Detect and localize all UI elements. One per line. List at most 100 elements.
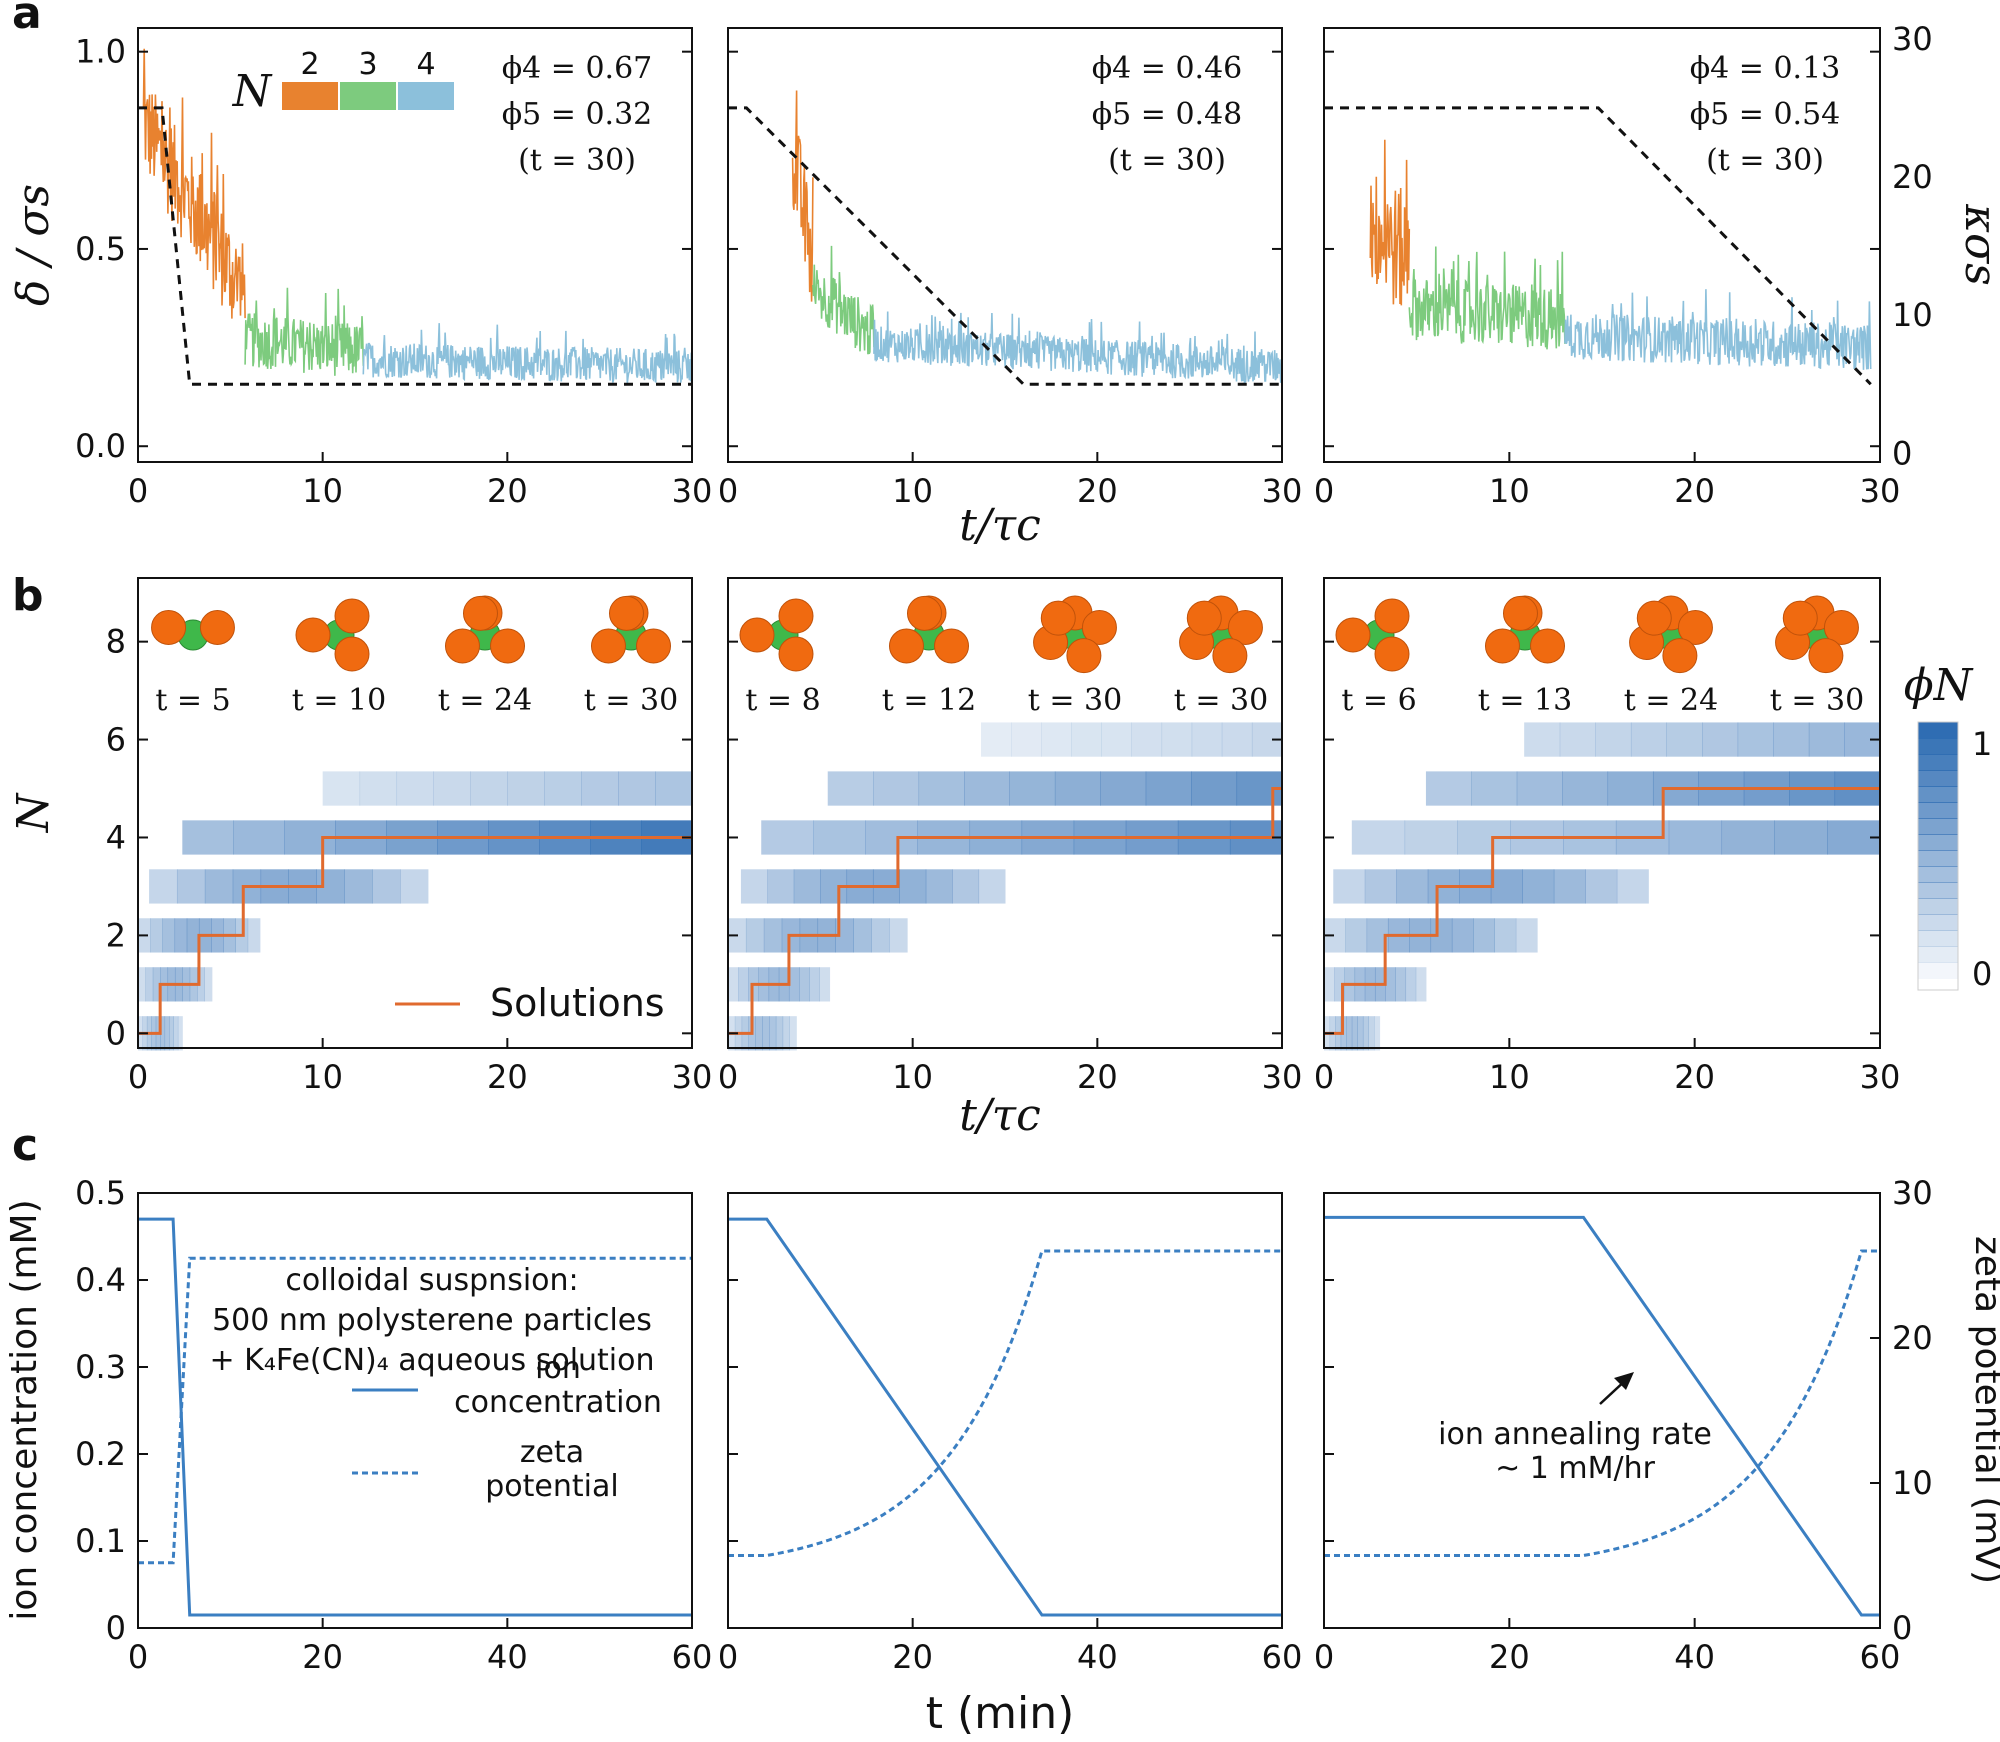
heat-cell <box>1161 722 1193 757</box>
orbit-sphere <box>1374 598 1410 634</box>
heat-cell <box>755 1016 763 1051</box>
heat-cell <box>952 869 980 904</box>
chart-b1: t = 5 t = 10 t = 24 t = 30 0 10 20 30 0 2 4 6 8 Solut… <box>106 577 712 1096</box>
orbit-sphere <box>1484 628 1520 664</box>
heat-cell <box>1221 722 1253 757</box>
heat-cell <box>871 918 890 953</box>
heat-cell <box>782 1016 790 1051</box>
heat-cell <box>978 869 1006 904</box>
heat-cell <box>873 771 920 806</box>
info-line: + K₄Fe(CN)₄ aqueous solution <box>209 1343 654 1378</box>
heat-cell <box>763 918 783 953</box>
heat-cell <box>1515 918 1538 953</box>
heat-cell <box>1100 771 1147 806</box>
heat-cell <box>1773 722 1810 757</box>
orbit-sphere <box>1677 609 1713 645</box>
legend-swatch <box>282 82 338 110</box>
x-tick-label: 20 <box>1674 1058 1715 1096</box>
heat-cell <box>819 967 831 1002</box>
x-tick-label: 30 <box>1860 1058 1901 1096</box>
heat-cell <box>507 771 545 806</box>
colorbar-cell <box>1918 898 1958 915</box>
y-tick-label: 8 <box>106 623 126 661</box>
heat-cell <box>1191 722 1223 757</box>
heat-cell <box>789 1016 797 1051</box>
heat-cell <box>470 771 508 806</box>
heat-cell <box>182 820 234 855</box>
legend-solution-label: Solutions <box>490 981 665 1025</box>
legend-label: 2 <box>300 47 319 82</box>
heat-cell <box>1041 722 1072 757</box>
y-tick-label: 0 <box>106 1609 126 1647</box>
x-tick-label: 40 <box>1077 1638 1118 1676</box>
orbit-sphere <box>334 598 370 634</box>
y2-tick-label: 10 <box>1892 296 1933 334</box>
y2-tick-label: 0 <box>1892 1609 1912 1647</box>
heat-cell <box>728 967 739 1002</box>
heat-cell <box>1071 722 1102 757</box>
heat-cell <box>162 918 176 953</box>
heat-cell <box>1362 1016 1369 1051</box>
heat-cell <box>400 869 429 904</box>
y-tick-label: 0.5 <box>75 230 126 268</box>
c-xlabel: t (min) <box>926 1688 1075 1739</box>
orbit-sphere <box>1335 617 1371 653</box>
heat-cell <box>1808 722 1845 757</box>
plot-frame <box>727 577 1283 1049</box>
heat-cell <box>1585 869 1618 904</box>
colorbar-frame <box>1917 721 1959 991</box>
x-tick-label: 60 <box>1860 1638 1901 1676</box>
orbit-sphere <box>1502 595 1538 631</box>
x-tick-label: 40 <box>1674 1638 1715 1676</box>
heat-cell <box>1395 967 1407 1002</box>
orbit-sphere <box>1081 609 1117 645</box>
orbit-sphere <box>1186 600 1222 636</box>
orbit-sphere <box>151 609 187 645</box>
heat-cell <box>1333 869 1366 904</box>
heat-cell <box>762 1016 770 1051</box>
heat-cell <box>767 869 795 904</box>
solution-line <box>138 835 692 1035</box>
heat-cell <box>1324 918 1346 953</box>
orbit-sphere <box>1066 638 1102 674</box>
phi-label: (t = 30) <box>518 143 636 178</box>
heat-cell <box>1374 1016 1381 1051</box>
info-line: 500 nm polysterene particles <box>212 1303 652 1338</box>
heat-cell <box>768 1016 777 1051</box>
heat-cell <box>359 771 398 806</box>
x-tick-label: 10 <box>892 1058 933 1096</box>
heat-cell <box>322 771 361 806</box>
x-tick-label: 10 <box>302 472 343 510</box>
orbit-sphere <box>1662 638 1698 674</box>
heat-cell <box>204 869 234 904</box>
heat-cell <box>1774 820 1828 855</box>
orbit-sphere <box>608 595 644 631</box>
plot-frame <box>1323 1192 1881 1629</box>
snapshot-label: t = 30 <box>1770 683 1864 718</box>
x-tick-label: 0 <box>1314 1058 1334 1096</box>
trace-N4 <box>362 323 693 384</box>
heat-cell <box>655 771 693 806</box>
colorbar-cell <box>1918 850 1958 867</box>
plot-frame <box>137 27 693 463</box>
colorbar-cell <box>1918 882 1958 899</box>
kappa-line <box>138 106 692 386</box>
colorbar-cell <box>1918 722 1958 739</box>
heat-cell <box>1351 1016 1358 1051</box>
heat-cell <box>1494 918 1517 953</box>
zeta-line <box>138 1256 692 1565</box>
annotation-label: ion annealing rate <box>1438 1417 1712 1452</box>
trace-N4 <box>873 311 1283 385</box>
trace-N3 <box>1408 246 1566 350</box>
x-tick-label: 10 <box>302 1058 343 1096</box>
heat-cell <box>775 1016 784 1051</box>
colorbar-cell <box>1918 818 1958 835</box>
panel-letter-c: c <box>12 1120 38 1171</box>
x-tick-label: 0 <box>718 1638 738 1676</box>
heat-cell <box>1425 771 1472 806</box>
heat-cell <box>980 722 1012 757</box>
y2-tick-label: 20 <box>1892 1319 1933 1357</box>
phi-label: ϕ4 = 0.13 <box>1690 51 1841 86</box>
x-tick-label: 0 <box>1314 472 1334 510</box>
a-ylabel: δ / σs <box>8 184 59 306</box>
